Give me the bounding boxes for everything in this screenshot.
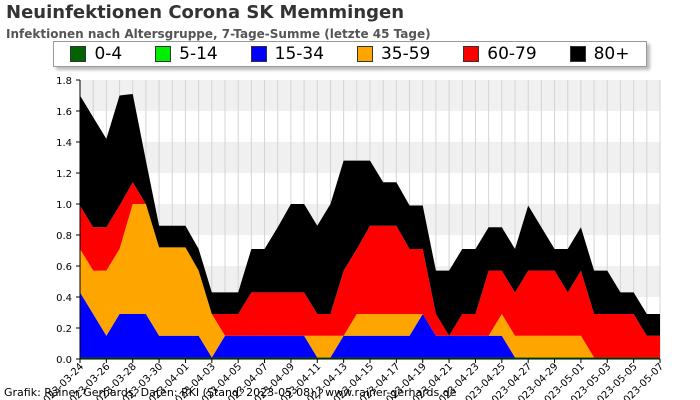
legend-item-0-4: 0-4 — [70, 44, 122, 64]
legend-label: 60-79 — [487, 44, 537, 64]
y-tick-label: 1.8 — [56, 76, 72, 87]
series-area-80+ — [80, 93, 660, 336]
y-tick-label: 1.0 — [56, 200, 72, 211]
legend-swatch — [463, 46, 480, 62]
y-tick-label: 0.4 — [56, 293, 72, 304]
y-tick-label: 1.6 — [56, 107, 72, 118]
y-tick-label: 0.0 — [56, 355, 72, 366]
legend-label: 0-4 — [94, 44, 123, 64]
legend-item-5-14: 5-14 — [155, 44, 218, 64]
legend-item-60-79: 60-79 — [463, 44, 537, 64]
legend-swatch — [356, 46, 373, 62]
legend-item-35-59: 35-59 — [356, 44, 431, 64]
y-tick-label: 1.4 — [56, 138, 72, 149]
legend-label: 80+ — [593, 44, 630, 64]
y-tick-label: 0.6 — [56, 262, 72, 273]
legend-label: 15-34 — [274, 44, 325, 64]
y-tick-label: 0.8 — [56, 231, 72, 242]
legend-swatch — [250, 46, 267, 62]
credit-text: Grafik: Rainer Gerhards, Daten: RKI (Sta… — [4, 386, 457, 399]
legend-swatch — [155, 46, 172, 62]
series-area-60-79 — [80, 182, 660, 358]
legend-label: 35-59 — [380, 44, 431, 64]
y-tick-label: 0.2 — [56, 324, 72, 335]
chart-title: Neuinfektionen Corona SK Memmingen — [6, 2, 405, 23]
legend-swatch — [70, 46, 87, 62]
chart-legend: 0-4 5-14 15-34 35-59 60-79 80+ — [53, 41, 647, 67]
legend-swatch — [569, 46, 586, 62]
legend-label: 5-14 — [179, 44, 218, 64]
y-tick-label: 1.2 — [56, 169, 72, 180]
series-area-35-59 — [80, 204, 660, 358]
series-area-15-34 — [80, 292, 660, 358]
legend-item-80+: 80+ — [569, 44, 630, 64]
legend-item-15-34: 15-34 — [250, 44, 325, 64]
chart-subtitle: Infektionen nach Altersgruppe, 7-Tage-Su… — [6, 27, 431, 41]
